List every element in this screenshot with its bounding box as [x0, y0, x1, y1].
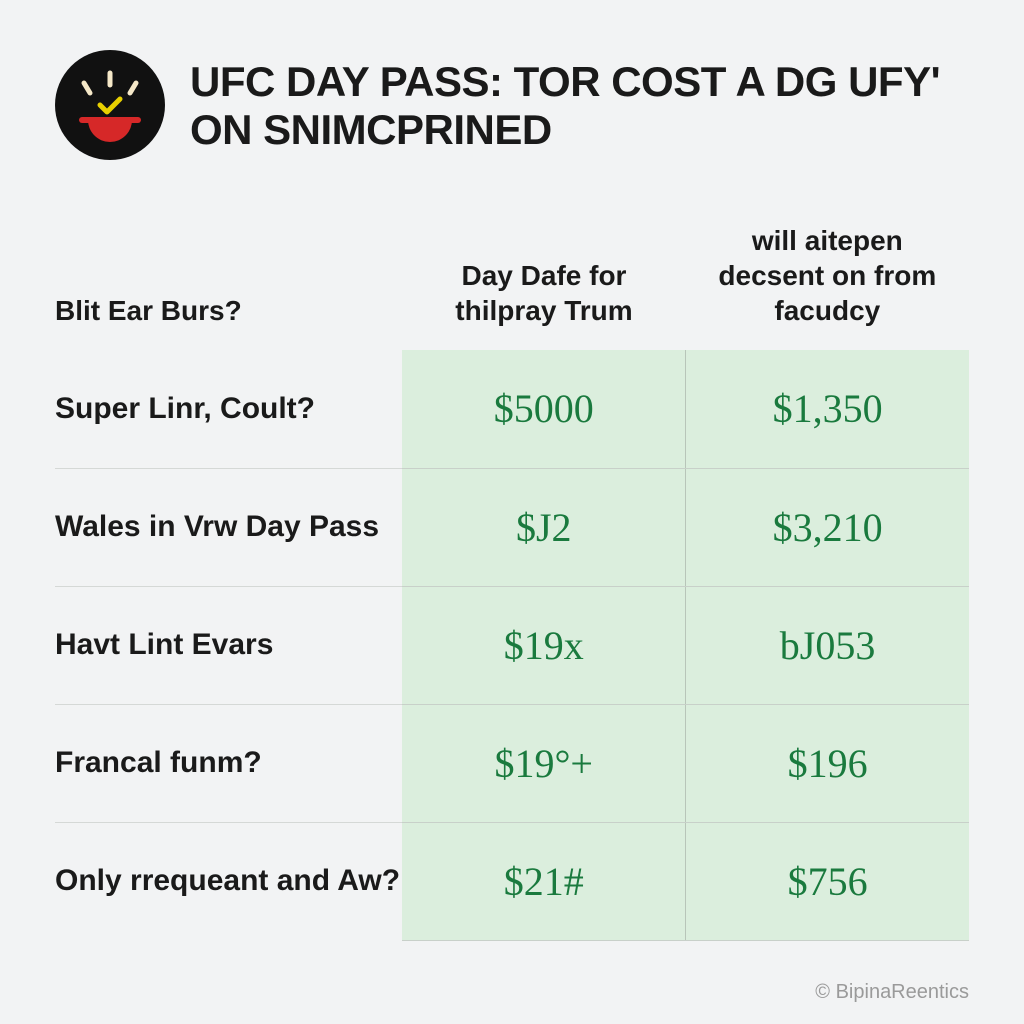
cell-value: $5000 — [402, 350, 685, 468]
header: UFC DAY PASS: TOR COST A DG UFY' ON SNIM… — [55, 50, 969, 160]
row-label: Francal funm? — [55, 704, 402, 822]
col-header-1: Blit Ear Burs? — [55, 205, 402, 350]
cell-value: $J2 — [402, 468, 685, 586]
cell-value: bJ053 — [686, 586, 969, 704]
col-header-2: Day Dafe for thilpray Trum — [402, 205, 685, 350]
row-label: Super Linr, Coult? — [55, 350, 402, 468]
cell-value: $756 — [686, 822, 969, 940]
row-label: Wales in Vrw Day Pass — [55, 468, 402, 586]
credit-text: © BipinaReentics — [815, 981, 969, 1004]
table-row: Havt Lint Evars $19x bJ053 — [55, 586, 969, 704]
cell-value: $3,210 — [686, 468, 969, 586]
table-row: Francal funm? $19°+ $196 — [55, 704, 969, 822]
pricing-table: Blit Ear Burs? Day Dafe for thilpray Tru… — [55, 205, 969, 941]
cell-value: $19x — [402, 586, 685, 704]
table-row: Super Linr, Coult? $5000 $1,350 — [55, 350, 969, 468]
row-label: Havt Lint Evars — [55, 586, 402, 704]
col-header-3: will aitepen decsent on from facudcy — [686, 205, 969, 350]
gauge-icon — [55, 50, 165, 160]
cell-value: $196 — [686, 704, 969, 822]
cell-value: $1,350 — [686, 350, 969, 468]
page-title: UFC DAY PASS: TOR COST A DG UFY' ON SNIM… — [190, 50, 969, 155]
table-header-row: Blit Ear Burs? Day Dafe for thilpray Tru… — [55, 205, 969, 350]
cell-value: $19°+ — [402, 704, 685, 822]
table-row: Only rrequeant and Aw? $21# $756 — [55, 822, 969, 940]
row-label: Only rrequeant and Aw? — [55, 822, 402, 940]
table-row: Wales in Vrw Day Pass $J2 $3,210 — [55, 468, 969, 586]
cell-value: $21# — [402, 822, 685, 940]
